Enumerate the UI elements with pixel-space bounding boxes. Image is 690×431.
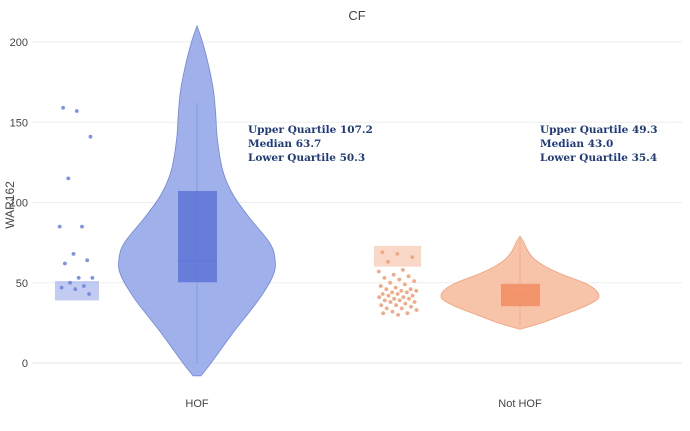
data-point xyxy=(408,287,413,292)
data-point xyxy=(382,298,387,303)
data-point xyxy=(412,300,417,304)
data-point xyxy=(381,311,386,316)
violin-shape xyxy=(440,235,600,330)
data-point xyxy=(405,311,410,316)
data-point xyxy=(71,252,76,256)
data-point xyxy=(85,258,90,263)
x-tick-label: Not HOF xyxy=(498,398,542,410)
data-point xyxy=(412,279,417,283)
data-point xyxy=(380,292,385,296)
data-point xyxy=(410,255,415,259)
data-point xyxy=(390,309,395,314)
gridlines xyxy=(32,41,682,364)
data-point xyxy=(59,285,64,290)
data-point xyxy=(376,269,381,274)
data-point xyxy=(73,287,78,292)
annotation-line: Median 63.7 xyxy=(248,138,321,150)
data-point xyxy=(401,268,405,272)
annotation-line: Median 43.0 xyxy=(540,138,613,150)
data-point xyxy=(82,284,86,288)
data-point xyxy=(403,282,407,287)
data-point xyxy=(87,292,91,296)
strip-box xyxy=(55,281,99,301)
y-tick-label: 100 xyxy=(10,198,28,210)
data-point xyxy=(382,276,387,280)
y-tick-label: 200 xyxy=(10,37,28,49)
data-point xyxy=(397,277,402,282)
chart-title: CF xyxy=(348,8,365,23)
y-axis-ticks: 0 50 100 150 200 xyxy=(10,37,28,370)
y-tick-label: 0 xyxy=(22,358,28,370)
data-point xyxy=(63,261,67,266)
data-point xyxy=(386,260,390,264)
annotation-line: Upper Quartile 49.3 xyxy=(540,124,658,136)
data-point xyxy=(379,303,384,308)
data-point xyxy=(61,105,65,110)
strip-box xyxy=(374,245,421,267)
data-point xyxy=(403,301,408,306)
data-point xyxy=(395,292,400,296)
data-point xyxy=(410,293,415,298)
data-point xyxy=(409,304,413,309)
data-point xyxy=(405,290,409,295)
annotation-line: Lower Quartile 35.4 xyxy=(540,152,657,164)
data-point xyxy=(414,288,419,293)
data-point xyxy=(388,300,393,304)
annotation-line: Lower Quartile 50.3 xyxy=(248,152,365,164)
quartile-annotation: Upper Quartile 107.2 Median 63.7 Lower Qua… xyxy=(248,124,373,164)
series-hof: Upper Quartile 107.2 Median 63.7 Lower Qua… xyxy=(55,24,373,377)
annotation-line: Upper Quartile 107.2 xyxy=(248,124,373,136)
data-point xyxy=(80,224,84,229)
data-point xyxy=(399,306,404,311)
data-point xyxy=(407,296,411,301)
data-point xyxy=(74,109,79,113)
data-point xyxy=(388,280,392,285)
series-not-hof: Upper Quartile 49.3 Median 43.0 Lower Quar… xyxy=(374,124,658,330)
data-point xyxy=(386,293,391,298)
data-point xyxy=(384,306,389,311)
data-point xyxy=(397,298,402,303)
x-tick-label: HOF xyxy=(185,398,209,410)
data-point xyxy=(390,290,394,295)
data-point xyxy=(406,274,411,279)
data-point xyxy=(395,252,400,256)
data-point xyxy=(393,285,398,290)
quartile-annotation: Upper Quartile 49.3 Median 43.0 Lower Quar… xyxy=(540,124,658,164)
data-point xyxy=(401,295,406,300)
data-point xyxy=(399,288,404,293)
iqr-box xyxy=(178,190,217,283)
data-point xyxy=(392,296,396,301)
data-point xyxy=(391,272,396,277)
data-point xyxy=(414,308,419,312)
data-point xyxy=(88,134,93,139)
y-axis-label: WAR162 xyxy=(3,181,17,229)
data-point xyxy=(396,313,400,317)
data-point xyxy=(76,276,81,280)
iqr-box xyxy=(501,283,540,307)
data-point xyxy=(66,176,71,181)
y-tick-label: 50 xyxy=(16,278,28,290)
data-point xyxy=(57,224,62,229)
data-point xyxy=(384,287,389,292)
x-axis-ticks: HOF Not HOF xyxy=(185,398,542,410)
data-point xyxy=(380,250,385,255)
plot-area: Upper Quartile 107.2 Median 63.7 Lower Qua… xyxy=(55,24,658,377)
data-point xyxy=(68,280,72,285)
data-point xyxy=(377,295,382,300)
data-point xyxy=(378,284,383,288)
data-point xyxy=(394,303,398,308)
data-point xyxy=(90,276,95,280)
y-tick-label: 150 xyxy=(10,117,28,129)
